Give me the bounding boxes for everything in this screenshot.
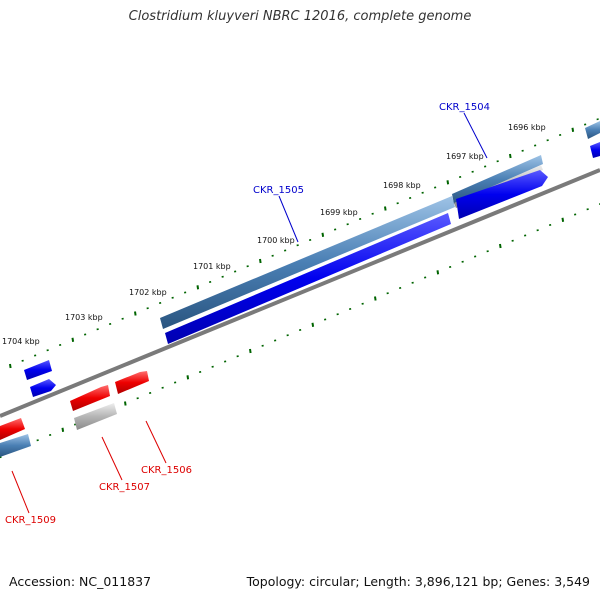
ruler-tick-major bbox=[436, 270, 440, 275]
ruler-labels: 1696 kbp 1697 kbp 1698 kbp 1699 kbp 1700… bbox=[2, 123, 546, 346]
cds-arrow-small-2 bbox=[30, 379, 56, 397]
ruler-dots bbox=[0, 118, 600, 459]
map-title: Clostridium kluyveri NBRC 12016, complet… bbox=[128, 9, 472, 24]
ruler-label-1700: 1700 kbp bbox=[257, 236, 295, 245]
ruler-tick-major bbox=[249, 348, 252, 354]
gene-feature-ckr-1504 bbox=[452, 155, 543, 204]
ruler-tick-major bbox=[311, 322, 315, 327]
ruler-tick-major bbox=[509, 153, 512, 159]
ruler-tick-major bbox=[571, 127, 575, 132]
leader-ckr-1507 bbox=[101, 436, 123, 481]
cds-arrow-small-1 bbox=[24, 360, 52, 380]
ruler-tick-major bbox=[259, 258, 262, 264]
cds-arrow-ckr-1506 bbox=[115, 371, 149, 394]
genome-backbone bbox=[0, 168, 600, 418]
gene-label-ckr-1509[interactable]: CKR_1509 bbox=[5, 515, 56, 526]
genome-summary-text: Topology: circular; Length: 3,896,121 bp… bbox=[246, 574, 590, 589]
ruler-tick-major bbox=[134, 311, 137, 316]
cds-arrow-ckr-1509 bbox=[0, 418, 25, 440]
gene-label-ckr-1504[interactable]: CKR_1504 bbox=[439, 102, 490, 113]
leader-ckr-1509 bbox=[11, 470, 30, 514]
ruler-tick-major bbox=[196, 285, 200, 290]
ruler-label-1697: 1697 kbp bbox=[446, 152, 484, 161]
leader-ckr-1504 bbox=[463, 112, 488, 159]
leader-ckr-1506 bbox=[145, 420, 167, 464]
ruler-tick-major bbox=[124, 401, 127, 406]
ruler-label-1704: 1704 kbp bbox=[2, 337, 40, 346]
gene-feature-ckr-1505 bbox=[160, 196, 455, 329]
cds-arrow-ckr-1505 bbox=[165, 213, 451, 344]
gene-label-ckr-1506[interactable]: CKR_1506 bbox=[141, 465, 192, 476]
leader-ckr-1505 bbox=[278, 195, 299, 243]
ruler-tick-major bbox=[61, 427, 65, 432]
cds-track-minus bbox=[0, 371, 149, 440]
ruler-tick-major bbox=[71, 337, 75, 342]
gene-label-ckr-1505[interactable]: CKR_1505 bbox=[253, 185, 304, 196]
gene-feature-ckr-1509 bbox=[0, 434, 31, 457]
ruler-tick-major bbox=[321, 232, 325, 237]
ruler-label-1701: 1701 kbp bbox=[193, 262, 231, 271]
pseudo-feature-ckr-1507 bbox=[74, 403, 117, 430]
accession-text: Accession: NC_011837 bbox=[9, 574, 152, 589]
gene-track-plus bbox=[0, 121, 600, 457]
ruler-tick-major bbox=[499, 243, 502, 249]
ruler-tick-major bbox=[186, 375, 190, 380]
ruler-tick-major bbox=[9, 363, 12, 369]
ruler-tick-major bbox=[561, 217, 565, 222]
ruler-label-1702: 1702 kbp bbox=[129, 288, 167, 297]
gene-label-ckr-1507[interactable]: CKR_1507 bbox=[99, 482, 150, 493]
ruler-label-1703: 1703 kbp bbox=[65, 313, 103, 322]
ruler-label-1699: 1699 kbp bbox=[320, 208, 358, 217]
cds-track-plus bbox=[24, 142, 600, 397]
cds-arrow-ckr-1507 bbox=[70, 385, 110, 411]
ruler-tick-major bbox=[446, 180, 450, 185]
gene-labels: CKR_1504 CKR_1505 CKR_1506 CKR_1507 CKR_… bbox=[5, 102, 490, 526]
gene-leader-lines bbox=[11, 112, 488, 514]
ruler-tick-major bbox=[384, 206, 387, 211]
ruler-label-1696: 1696 kbp bbox=[508, 123, 546, 132]
cds-arrow-edge-right bbox=[590, 142, 600, 158]
ruler-label-1698: 1698 kbp bbox=[383, 181, 421, 190]
gene-feature-edge-right bbox=[585, 121, 600, 139]
ruler-tick-major bbox=[374, 296, 377, 301]
cds-arrow-ckr-1504 bbox=[456, 170, 548, 219]
